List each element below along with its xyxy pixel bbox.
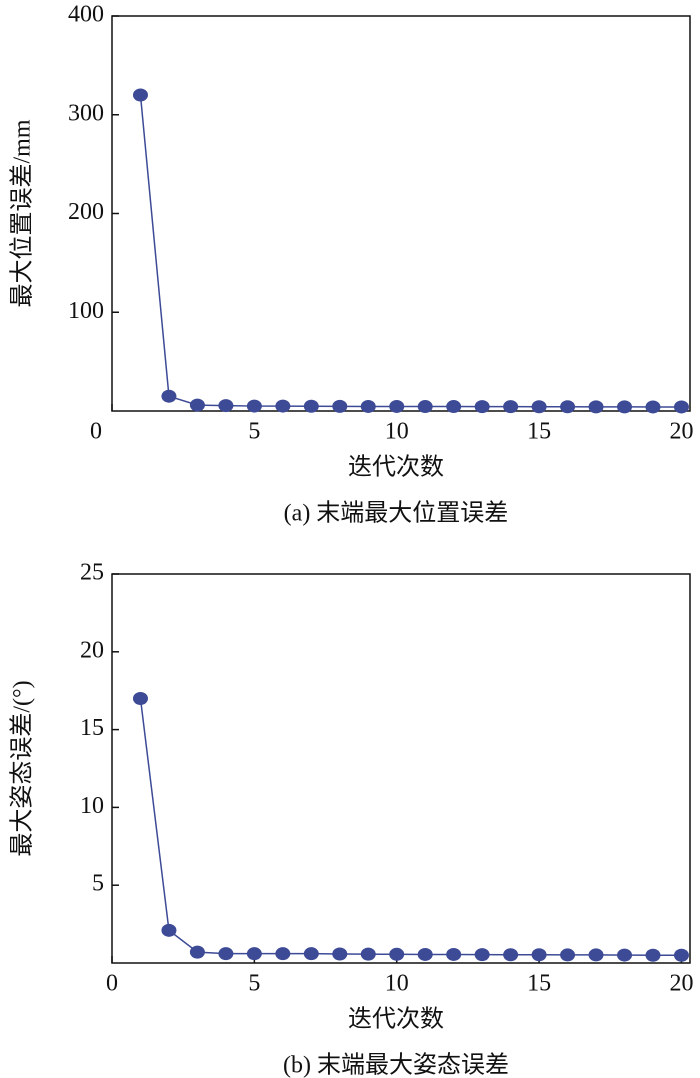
- data-point: [503, 948, 519, 962]
- data-point: [360, 947, 376, 961]
- data-point: [303, 399, 319, 413]
- data-point: [474, 400, 490, 414]
- x-axis-label: 迭代次数: [348, 1006, 444, 1033]
- data-point: [360, 399, 376, 413]
- x-tick-label: 20: [669, 971, 693, 997]
- x-tick-label: 15: [527, 419, 551, 445]
- y-tick-label: 200: [68, 199, 104, 225]
- data-point: [446, 400, 462, 414]
- data-point: [531, 948, 547, 962]
- data-point: [246, 947, 262, 961]
- y-tick-label: 20: [80, 637, 104, 663]
- data-point: [161, 389, 177, 403]
- data-point: [417, 400, 433, 414]
- data-point: [417, 947, 433, 961]
- caption: (a) 末端最大位置误差: [284, 500, 509, 527]
- data-point: [389, 399, 405, 413]
- x-tick-label: 15: [527, 971, 551, 997]
- data-point: [246, 399, 262, 413]
- data-point: [645, 948, 661, 962]
- plot-frame: [111, 573, 691, 964]
- caption: (b) 末端最大姿态误差: [283, 1052, 509, 1078]
- data-point: [275, 399, 291, 413]
- data-point: [617, 948, 633, 962]
- data-point: [161, 923, 177, 937]
- y-tick-label: 400: [68, 2, 104, 28]
- data-point: [389, 947, 405, 961]
- data-point: [218, 399, 234, 413]
- x-tick-label: 20: [669, 419, 693, 445]
- data-point: [132, 691, 148, 705]
- data-point: [617, 400, 633, 414]
- data-point: [645, 400, 661, 414]
- data-point: [303, 947, 319, 961]
- data-point: [503, 400, 519, 414]
- x-tick-label: 0: [106, 971, 118, 997]
- y-tick-label: 15: [80, 715, 104, 741]
- data-point: [332, 399, 348, 413]
- data-point: [189, 398, 205, 412]
- data-point: [560, 400, 576, 414]
- data-point: [132, 88, 148, 102]
- x-tick-label: 10: [385, 419, 409, 445]
- data-point: [446, 947, 462, 961]
- x-axis-label: 迭代次数: [348, 454, 444, 481]
- y-tick-label: 100: [68, 298, 104, 324]
- plot-frame: [111, 15, 691, 412]
- x-tick-label: 0: [90, 419, 102, 445]
- data-point: [531, 400, 547, 414]
- data-point: [588, 400, 604, 414]
- data-point: [673, 400, 689, 414]
- data-point: [189, 945, 205, 959]
- y-tick-label: 300: [68, 100, 104, 126]
- data-point: [560, 948, 576, 962]
- x-tick-label: 10: [385, 971, 409, 997]
- series-line: [139, 94, 682, 408]
- y-tick-label: 25: [80, 560, 104, 586]
- data-point: [332, 947, 348, 961]
- y-tick-label: 5: [92, 871, 104, 897]
- y-axis-label: 最大姿态误差/(°): [9, 680, 36, 856]
- data-point: [275, 947, 291, 961]
- y-axis-label: 最大位置误差/mm: [9, 119, 36, 307]
- series-line: [139, 698, 682, 956]
- y-tick-label: 10: [80, 793, 104, 819]
- data-point: [218, 947, 234, 961]
- data-point: [588, 948, 604, 962]
- data-point: [673, 948, 689, 962]
- x-tick-label: 5: [248, 971, 260, 997]
- data-point: [474, 948, 490, 962]
- x-tick-label: 5: [248, 419, 260, 445]
